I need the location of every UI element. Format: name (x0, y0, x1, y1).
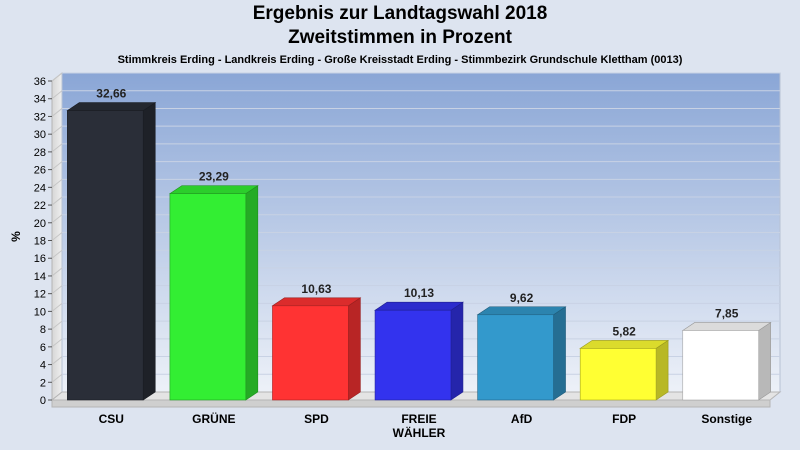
bar-value-label: 23,29 (199, 170, 229, 184)
y-tick-label: 12 (34, 289, 46, 301)
y-tick-label: 14 (34, 271, 46, 283)
bar-side (758, 321, 771, 401)
y-tick-label: 32 (34, 111, 46, 123)
bar[interactable] (579, 339, 670, 401)
bar-top (66, 102, 157, 111)
bar-front (579, 348, 657, 401)
gridline-wall (51, 72, 63, 82)
bar-side (348, 297, 361, 401)
bar-value-label: 10,63 (301, 282, 331, 296)
bar-side (553, 306, 566, 401)
x-category-label: WÄHLER (393, 425, 446, 440)
y-tick-label: 16 (34, 253, 46, 265)
gridline-wall (51, 108, 63, 117)
bar-side (655, 339, 669, 401)
bar-top (271, 297, 362, 307)
y-tick-label: 8 (40, 324, 46, 336)
bar-top (168, 185, 259, 194)
bar-value-label: 10,13 (404, 286, 434, 300)
gridline-wall (51, 196, 63, 206)
bar[interactable] (476, 306, 567, 401)
bar-value-label: 5,82 (612, 324, 636, 338)
y-tick-label: 2 (40, 377, 46, 389)
gridline-wall (51, 143, 63, 153)
bar-front (272, 305, 349, 401)
y-tick-label: 30 (34, 129, 46, 141)
chart-title: Ergebnis zur Landtagswahl 2018 (252, 3, 548, 24)
gridline-wall (51, 267, 63, 277)
bar-top (579, 340, 670, 349)
x-category-label: SPD (304, 412, 329, 426)
y-tick-label: 10 (34, 306, 46, 318)
bar[interactable] (271, 297, 362, 401)
bar-front (67, 110, 144, 401)
bar-value-label: 9,62 (510, 291, 534, 305)
bar-value-label: 7,85 (715, 306, 739, 320)
bar-side (142, 102, 156, 401)
y-tick-label: 0 (40, 395, 46, 407)
chart-caption: Stimmkreis Erding - Landkreis Erding - G… (117, 54, 683, 66)
plot-floor-edge (51, 399, 771, 408)
gridline-wall (51, 214, 63, 224)
bar-front (374, 309, 452, 401)
bar-top (681, 322, 772, 331)
bar-side (245, 185, 259, 401)
gridline-wall (51, 338, 63, 348)
bar-front (682, 330, 759, 401)
x-category-label: AfD (511, 412, 533, 426)
y-tick-label: 22 (34, 200, 46, 212)
y-tick-label: 36 (34, 76, 46, 88)
gridline-wall (51, 320, 63, 330)
y-tick-label: 24 (34, 182, 46, 194)
gridline-wall (51, 249, 63, 259)
gridline-wall (51, 356, 63, 365)
x-category-label: Sonstige (701, 412, 752, 426)
gridline-wall (51, 125, 63, 135)
bar-side (450, 301, 464, 401)
gridline-wall (51, 178, 63, 188)
chart-subtitle: Zweitstimmen in Prozent (288, 27, 512, 48)
y-tick-label: 34 (34, 94, 46, 106)
y-tick-label: 20 (34, 218, 46, 230)
x-category-label: FREIE (401, 412, 436, 426)
gridline-wall (51, 90, 63, 100)
bar-value-label: 32,66 (96, 87, 126, 101)
x-category-label: GRÜNE (192, 411, 235, 426)
gridline-wall (51, 285, 63, 295)
bar[interactable] (168, 185, 259, 401)
y-tick-label: 4 (40, 360, 46, 372)
gridline-wall (51, 302, 63, 312)
y-tick-label: 26 (34, 165, 46, 177)
y-axis-label: % (9, 231, 23, 242)
gridline-wall (51, 232, 63, 241)
gridline-wall (51, 161, 63, 171)
gridline-wall (51, 373, 63, 383)
bar[interactable] (681, 321, 772, 401)
bar-top (476, 306, 567, 316)
bar[interactable] (374, 301, 464, 401)
y-tick-label: 28 (34, 147, 46, 159)
x-category-label: FDP (612, 412, 636, 426)
bar[interactable] (66, 102, 157, 401)
bar-front (169, 193, 247, 401)
bar-top (374, 301, 464, 311)
x-category-label: CSU (99, 412, 124, 426)
bar-front (477, 314, 554, 401)
y-tick-label: 6 (40, 342, 46, 354)
y-tick-label: 18 (34, 236, 46, 248)
